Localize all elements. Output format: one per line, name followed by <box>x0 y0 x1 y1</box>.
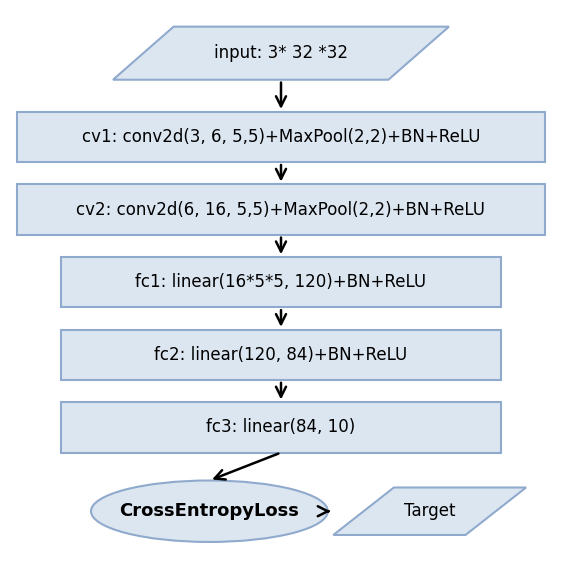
Text: cv1: conv2d(3, 6, 5,5)+MaxPool(2,2)+BN+ReLU: cv1: conv2d(3, 6, 5,5)+MaxPool(2,2)+BN+R… <box>81 128 481 146</box>
Text: input: 3* 32 *32: input: 3* 32 *32 <box>214 44 348 62</box>
Polygon shape <box>113 27 449 80</box>
Text: CrossEntropyLoss: CrossEntropyLoss <box>120 502 300 520</box>
Polygon shape <box>333 487 526 535</box>
Text: Target: Target <box>404 502 455 520</box>
Text: cv2: conv2d(6, 16, 5,5)+MaxPool(2,2)+BN+ReLU: cv2: conv2d(6, 16, 5,5)+MaxPool(2,2)+BN+… <box>76 201 486 218</box>
Ellipse shape <box>91 481 328 542</box>
Text: fc1: linear(16*5*5, 120)+BN+ReLU: fc1: linear(16*5*5, 120)+BN+ReLU <box>135 273 427 291</box>
FancyBboxPatch shape <box>61 402 501 453</box>
FancyBboxPatch shape <box>61 257 501 307</box>
FancyBboxPatch shape <box>17 112 545 162</box>
Text: fc3: linear(84, 10): fc3: linear(84, 10) <box>206 418 356 437</box>
Text: fc2: linear(120, 84)+BN+ReLU: fc2: linear(120, 84)+BN+ReLU <box>155 346 407 364</box>
FancyBboxPatch shape <box>17 185 545 235</box>
FancyBboxPatch shape <box>61 329 501 380</box>
